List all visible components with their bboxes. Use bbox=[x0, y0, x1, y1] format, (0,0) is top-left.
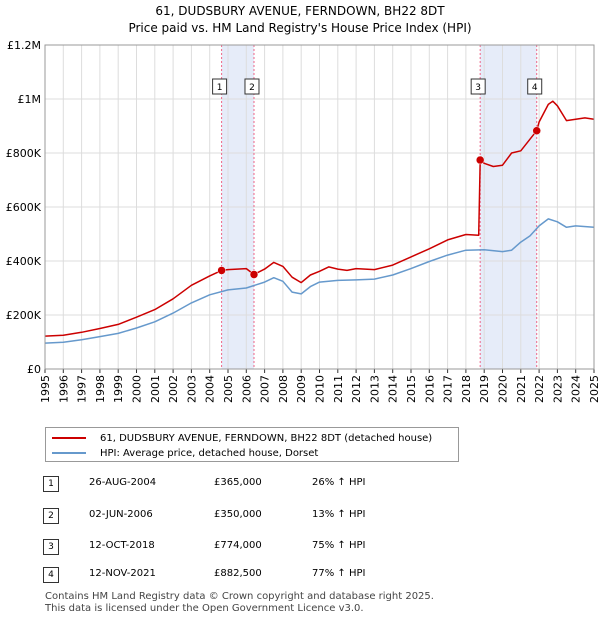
sale-date: 26-AUG-2004 bbox=[89, 477, 157, 488]
legend: 61, DUDSBURY AVENUE, FERNDOWN, BH22 8DT … bbox=[45, 427, 459, 462]
sale-date: 12-NOV-2021 bbox=[89, 568, 156, 579]
sale-number-badge: 4 bbox=[43, 567, 59, 583]
x-tick-label: 2024 bbox=[570, 375, 583, 403]
x-tick-label: 2005 bbox=[222, 375, 235, 403]
x-tick-label: 2001 bbox=[149, 375, 162, 403]
x-tick-label: 2004 bbox=[204, 375, 217, 403]
sale-label-number: 3 bbox=[475, 83, 481, 93]
sale-hpi-change: 77% ↑ HPI bbox=[312, 568, 366, 579]
sale-label-box bbox=[470, 78, 486, 95]
x-tick-label: 1995 bbox=[39, 375, 52, 403]
y-tick-label: £400K bbox=[6, 255, 42, 268]
sale-date: 02-JUN-2006 bbox=[89, 509, 153, 520]
x-tick-label: 2015 bbox=[405, 375, 418, 403]
sale-label-box bbox=[244, 78, 260, 95]
x-tick-label: 2023 bbox=[551, 375, 564, 403]
x-tick-label: 2003 bbox=[185, 375, 198, 403]
y-tick-label: £1.2M bbox=[7, 39, 41, 52]
footer-copyright: Contains HM Land Registry data © Crown c… bbox=[45, 591, 434, 602]
chart-subtitle: Price paid vs. HM Land Registry's House … bbox=[128, 21, 472, 35]
x-tick-label: 2013 bbox=[368, 375, 381, 403]
sale-number-badge: 3 bbox=[43, 539, 59, 555]
sale-number-badge: 1 bbox=[43, 476, 59, 492]
sale-price: £882,500 bbox=[214, 568, 262, 579]
sale-date: 12-OCT-2018 bbox=[89, 540, 155, 551]
sale-hpi-change: 75% ↑ HPI bbox=[312, 540, 366, 551]
sale-point bbox=[217, 266, 226, 275]
plot-frame bbox=[44, 44, 595, 370]
sale-price: £350,000 bbox=[214, 509, 262, 520]
x-tick-label: 2019 bbox=[478, 375, 491, 403]
x-tick-label: 2025 bbox=[588, 375, 600, 403]
x-tick-label: 2007 bbox=[259, 375, 272, 403]
x-tick-label: 2021 bbox=[515, 375, 528, 403]
x-tick-label: 2022 bbox=[533, 375, 546, 403]
price-chart: £0 £200K £400K £600K £800K £1M £1.2M 1995 1996 19… bbox=[6, 39, 600, 403]
sale-point bbox=[532, 126, 541, 135]
sale-label-box bbox=[527, 78, 543, 95]
x-tick-label: 2009 bbox=[295, 375, 308, 403]
footer-licence: This data is licensed under the Open Gov… bbox=[45, 603, 364, 614]
sale-point bbox=[475, 155, 485, 165]
x-tick-label: 2002 bbox=[167, 375, 180, 403]
sale-point bbox=[249, 270, 259, 279]
x-tick-label: 2000 bbox=[131, 375, 144, 403]
x-tick-label: 1997 bbox=[76, 375, 89, 403]
y-tick-label: £800K bbox=[6, 147, 42, 160]
x-tick-label: 2006 bbox=[240, 375, 253, 403]
x-tick-label: 2010 bbox=[314, 375, 327, 403]
sale-price: £365,000 bbox=[214, 477, 262, 488]
y-tick-label: £0 bbox=[27, 363, 41, 376]
chart-title: 61, DUDSBURY AVENUE, FERNDOWN, BH22 8DT bbox=[155, 4, 445, 18]
sale-label-number: 1 bbox=[217, 83, 223, 93]
sale-label-number: 4 bbox=[532, 83, 538, 93]
x-tick-label: 2012 bbox=[350, 375, 363, 403]
x-tick-label: 2017 bbox=[442, 375, 455, 403]
x-tick-label: 2011 bbox=[332, 375, 345, 403]
sale-price: £774,000 bbox=[214, 540, 262, 551]
x-tick-label: 2008 bbox=[277, 375, 290, 403]
x-tick-label: 2020 bbox=[497, 375, 510, 403]
legend-swatch-property bbox=[52, 437, 86, 439]
legend-label-property: 61, DUDSBURY AVENUE, FERNDOWN, BH22 8DT … bbox=[100, 432, 433, 444]
legend-swatch-hpi bbox=[52, 452, 86, 454]
sale-number-badge: 2 bbox=[43, 508, 59, 524]
sale-hpi-change: 26% ↑ HPI bbox=[312, 477, 366, 488]
legend-item-property: 61, DUDSBURY AVENUE, FERNDOWN, BH22 8DT … bbox=[52, 431, 432, 445]
y-tick-label: £200K bbox=[6, 309, 42, 322]
sale-label-box bbox=[212, 78, 228, 95]
legend-label-hpi: HPI: Average price, detached house, Dors… bbox=[100, 447, 319, 459]
sale-label-number: 2 bbox=[249, 83, 255, 93]
hpi-series-line bbox=[44, 218, 595, 344]
x-tick-label: 2018 bbox=[460, 375, 473, 403]
x-tick-label: 1999 bbox=[112, 375, 125, 403]
x-tick-label: 2016 bbox=[423, 375, 436, 403]
y-tick-label: £600K bbox=[6, 201, 42, 214]
x-tick-label: 1996 bbox=[57, 375, 70, 403]
y-tick-label: £1M bbox=[18, 93, 42, 106]
x-tick-label: 1998 bbox=[94, 375, 107, 403]
sale-hpi-change: 13% ↑ HPI bbox=[312, 509, 366, 520]
x-tick-label: 2014 bbox=[387, 375, 400, 403]
legend-item-hpi: HPI: Average price, detached house, Dors… bbox=[52, 446, 318, 460]
